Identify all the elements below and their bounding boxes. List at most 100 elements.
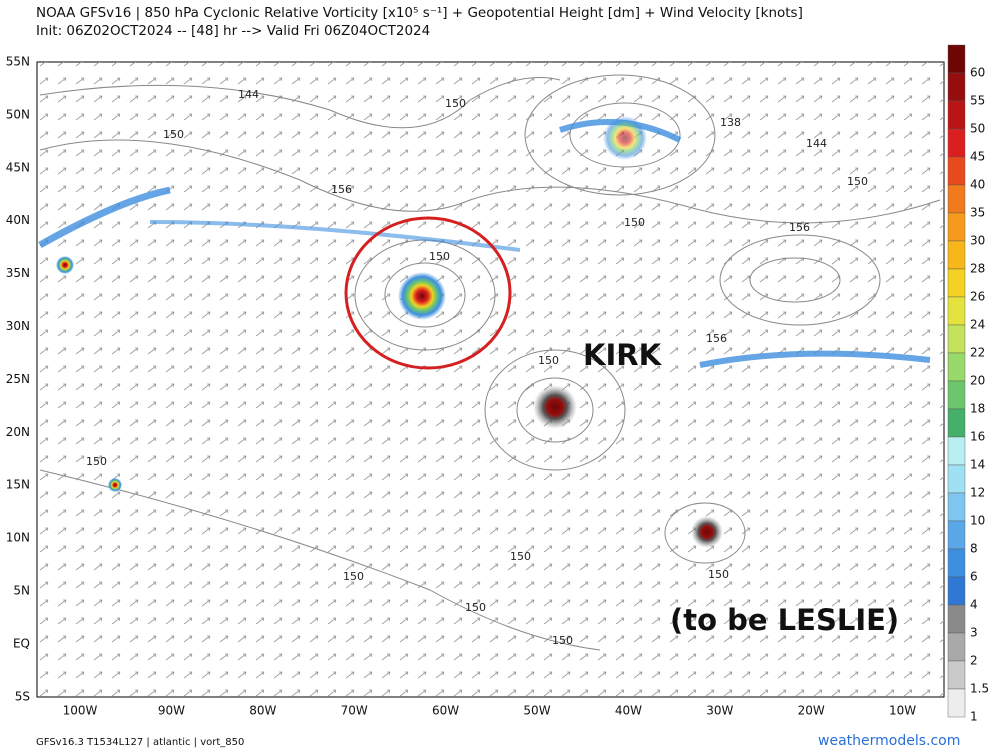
footer-right: weathermodels.com: [818, 733, 960, 749]
colorbar-label: 3: [970, 626, 978, 640]
lon-labels: 100W 90W 80W 70W 60W 50W 40W 30W 20W 10W: [63, 704, 917, 718]
colorbar-label: 26: [970, 290, 985, 304]
contour-labels: 144 150 150 156 138 144 150 150 156 150 …: [86, 88, 868, 647]
colorbar-swatch: [947, 464, 966, 494]
colorbar-label: 6: [970, 570, 978, 584]
contour-label: 150: [847, 175, 868, 188]
colorbar-swatch: [947, 184, 966, 214]
colorbar-swatch: [947, 100, 966, 130]
colorbar-label: 18: [970, 402, 985, 416]
colorbar-label: 22: [970, 346, 985, 360]
colorbar-swatch: [947, 352, 966, 382]
colorbar-swatch: [947, 660, 966, 690]
contour-label: 156: [331, 183, 352, 196]
colorbar-label: 1: [970, 710, 978, 724]
colorbar-swatch: [947, 688, 966, 718]
colorbar-label: 8: [970, 542, 978, 556]
contour-label: 150: [538, 354, 559, 367]
lat-labels: 55N 50N 45N 40N 35N 30N 25N 20N 15N 10N 5N EQ 5S: [6, 55, 30, 704]
highlight-circle: [344, 216, 512, 370]
map: 144 150 150 156 138 144 150 150 156 150 …: [36, 61, 945, 698]
contour-label: 150: [429, 250, 450, 263]
contour-label: 138: [720, 116, 741, 129]
colorbar-label: 40: [970, 178, 985, 192]
colorbar-swatch: [947, 492, 966, 522]
lon-label: 80W: [249, 704, 276, 718]
contour-label: 150: [465, 601, 486, 614]
annotation: (to be LESLIE): [670, 603, 899, 637]
colorbar-swatch: [947, 212, 966, 242]
colorbar-label: 28: [970, 262, 985, 276]
colorbar-label: 2: [970, 654, 978, 668]
colorbar-label: 1.5: [970, 682, 989, 696]
lat-label: 45N: [6, 160, 30, 174]
lat-label: 30N: [6, 319, 30, 333]
lat-label: 5S: [15, 689, 30, 703]
colorbar-label: 12: [970, 486, 985, 500]
wind-field: [37, 62, 944, 697]
colorbar-label: 4: [970, 598, 978, 612]
colorbar-swatch: [947, 268, 966, 298]
contour-label: 150: [163, 128, 184, 141]
lon-label: 10W: [889, 704, 916, 718]
colorbar-label: 45: [970, 150, 985, 164]
subtitle: Init: 06Z02OCT2024 -- [48] hr --> Valid …: [36, 23, 430, 39]
lon-label: 70W: [341, 704, 368, 718]
contour-label: 150: [445, 97, 466, 110]
colorbar-label: 35: [970, 206, 985, 220]
lon-label: 20W: [798, 704, 825, 718]
lat-label: 15N: [6, 478, 30, 492]
lat-label: 20N: [6, 425, 30, 439]
colorbar-swatch: [947, 380, 966, 410]
colorbar-label: 50: [970, 122, 985, 136]
colorbar-swatch: [947, 296, 966, 326]
lon-label: 50W: [523, 704, 550, 718]
colorbar-swatch: [947, 520, 966, 550]
colorbar-label: 60: [970, 66, 985, 80]
colorbar-label: 14: [970, 458, 985, 472]
contour-label: 150: [86, 455, 107, 468]
colorbar-swatch: [947, 128, 966, 158]
colorbar: 60 55 50 45 40 35 30 28 26 24 22 20 18 16 14 12 10 8 6 4 3 2 1…: [947, 44, 989, 724]
colorbar-swatch: [947, 156, 966, 186]
contour-label: 150: [624, 216, 645, 229]
colorbar-label: 30: [970, 234, 985, 248]
colorbar-swatch: [947, 44, 966, 74]
lat-label: 50N: [6, 107, 30, 121]
colorbar-swatch: [947, 324, 966, 354]
contour-label: 150: [343, 570, 364, 583]
colorbar-swatch: [947, 72, 966, 102]
colorbar-swatch: [947, 408, 966, 438]
contour-label: 144: [806, 137, 827, 150]
lon-label: 40W: [615, 704, 642, 718]
lat-label: 55N: [6, 55, 30, 69]
lon-label: 90W: [158, 704, 185, 718]
colorbar-swatch: [947, 576, 966, 606]
lon-label: 30W: [706, 704, 733, 718]
contour-label: 156: [706, 332, 727, 345]
colorbar-swatch: [947, 436, 966, 466]
footer-left: GFSv16.3 T1534L127 | atlantic | vort_850: [36, 737, 244, 748]
lon-label: 60W: [432, 704, 459, 718]
lat-label: 40N: [6, 213, 30, 227]
contour-label: 156: [789, 221, 810, 234]
lat-label: 35N: [6, 266, 30, 280]
colorbar-label: 10: [970, 514, 985, 528]
contour-label: 150: [552, 634, 573, 647]
title: NOAA GFSv16 | 850 hPa Cyclonic Relative …: [36, 5, 803, 21]
colorbar-swatch: [947, 240, 966, 270]
contour-label: 150: [708, 568, 729, 581]
colorbar-label: 16: [970, 430, 985, 444]
lat-label: 10N: [6, 531, 30, 545]
contour-label: 144: [238, 88, 259, 101]
colorbar-label: 24: [970, 318, 985, 332]
contour-label: 150: [510, 550, 531, 563]
lat-label: 25N: [6, 372, 30, 386]
vorticity-blobs: [38, 116, 931, 548]
lon-label: 100W: [63, 704, 98, 718]
lat-label: 5N: [13, 584, 30, 598]
colorbar-label: 20: [970, 374, 985, 388]
colorbar-swatch: [947, 632, 966, 662]
colorbar-swatch: [947, 604, 966, 634]
